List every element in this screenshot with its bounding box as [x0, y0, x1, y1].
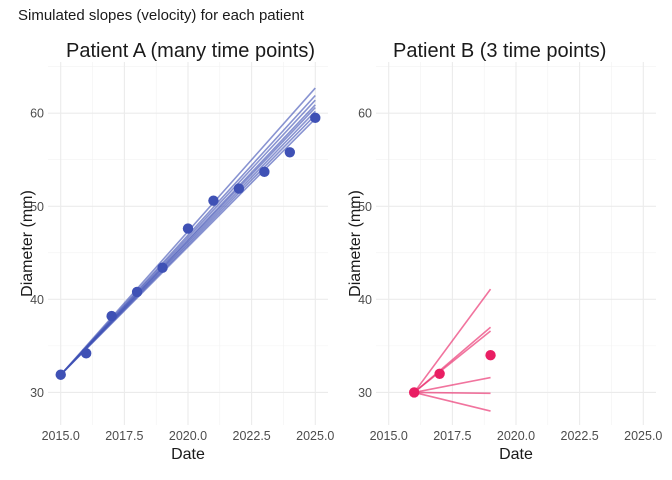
x-tick-label: 2017.5 — [105, 429, 143, 443]
x-tick-label: 2020.0 — [169, 429, 207, 443]
data-point — [80, 348, 92, 359]
x-axis-label: Date — [171, 446, 205, 463]
y-tick-label: 30 — [358, 386, 372, 400]
x-tick-label: 2022.5 — [233, 429, 271, 443]
y-tick-label: 50 — [30, 200, 44, 214]
slope-line — [413, 330, 492, 394]
panel-title: Patient A (many time points) — [66, 40, 315, 62]
data-point — [310, 112, 321, 124]
x-tick-label: 2025.0 — [624, 429, 662, 443]
y-axis-label: Diameter (mm) — [19, 190, 36, 297]
data-point — [106, 310, 117, 322]
panel-patient-b: 2015.0 2017.5 2020.0 2022.5 2025.0 30 40 50 60 Pa… — [347, 40, 662, 463]
data-point — [233, 183, 245, 194]
y-tick-label: 40 — [358, 293, 372, 307]
y-tick-label: 40 — [30, 293, 44, 307]
y-tick-label: 50 — [358, 200, 372, 214]
x-tick-label: 2020.0 — [497, 429, 535, 443]
x-tick-label: 2015.0 — [42, 429, 80, 443]
y-tick-label: 60 — [30, 107, 44, 121]
x-tick-label: 2017.5 — [433, 429, 471, 443]
slope-line — [60, 118, 316, 376]
panel-title: Patient B (3 time points) — [393, 40, 606, 62]
y-tick-label: 60 — [358, 107, 372, 121]
data-point — [408, 387, 420, 398]
figure-suptitle: Simulated slopes (velocity) for each pat… — [18, 7, 305, 24]
y-tick-label: 30 — [30, 386, 44, 400]
x-axis-label: Date — [499, 446, 533, 463]
slope-line — [413, 391, 491, 412]
y-axis-label: Diameter (mm) — [347, 190, 364, 297]
data-point — [182, 223, 194, 234]
x-tick-label: 2022.5 — [561, 429, 599, 443]
data-point — [485, 349, 496, 361]
slope-line — [413, 288, 492, 393]
data-point — [157, 262, 168, 273]
data-point — [284, 147, 296, 158]
x-tick-label: 2015.0 — [370, 429, 408, 443]
data-point — [259, 166, 270, 178]
data-point — [208, 195, 219, 206]
data-point — [131, 286, 143, 298]
panel-patient-a: 2015.0 2017.5 2020.0 2022.5 2025.0 30 40 50 60 Pa… — [19, 40, 334, 463]
slope-line — [414, 376, 491, 394]
data-point — [434, 368, 445, 380]
slope-line — [414, 391, 491, 395]
x-tick-label: 2025.0 — [296, 429, 334, 443]
data-point — [55, 369, 66, 380]
